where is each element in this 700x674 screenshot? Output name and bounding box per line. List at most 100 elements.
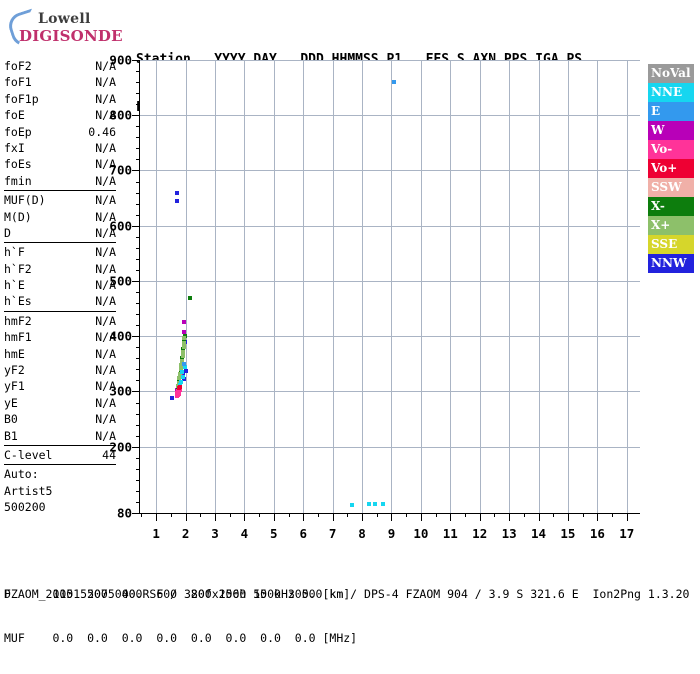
param-value: N/A bbox=[95, 412, 116, 427]
param-key: hmF1 bbox=[4, 330, 32, 345]
legend-item-nnw[interactable]: NNW bbox=[648, 254, 694, 273]
data-point-x bbox=[179, 362, 184, 367]
y-tick-minor bbox=[136, 236, 140, 238]
data-point-w bbox=[181, 320, 186, 325]
data-point-nne bbox=[373, 501, 378, 506]
data-point-vo bbox=[175, 393, 180, 398]
gridline-vertical bbox=[185, 60, 187, 513]
y-tick-minor bbox=[136, 126, 140, 128]
ionogram-plot[interactable]: 1 2 3 4 5 6 7 8 9 10 11 12 13 14 15 16 17 80 200 300 400 500 6… bbox=[109, 53, 640, 541]
param-key: foF1 bbox=[4, 75, 32, 90]
logo-digisonde-text: DIGISONDE bbox=[19, 27, 123, 45]
x-tick bbox=[509, 513, 511, 521]
x-tick-minor bbox=[582, 513, 584, 517]
x-tick-minor bbox=[317, 513, 319, 517]
x-tick-minor bbox=[376, 513, 378, 517]
legend-item-x[interactable]: X- bbox=[648, 197, 694, 216]
y-tick-label: 700 bbox=[109, 162, 132, 178]
gridline-horizontal bbox=[140, 170, 640, 172]
data-point-nnw bbox=[174, 190, 179, 195]
data-point-x bbox=[177, 376, 182, 381]
param-row-ye: yE N/A bbox=[4, 395, 116, 411]
y-tick bbox=[132, 446, 140, 448]
data-point-x bbox=[176, 380, 181, 385]
param-value: N/A bbox=[95, 209, 116, 224]
param-key: yF1 bbox=[4, 379, 25, 394]
muf-table: D 100 200 400 600 800 1000 1500 3000 [km… bbox=[4, 558, 357, 674]
x-tick-label: 13 bbox=[501, 526, 517, 541]
y-tick-minor bbox=[136, 501, 140, 503]
data-point-e bbox=[392, 80, 397, 85]
gridline-vertical bbox=[626, 60, 628, 513]
legend-item-vo[interactable]: Vo+ bbox=[648, 159, 694, 178]
param-value: N/A bbox=[95, 346, 116, 361]
param-value: N/A bbox=[95, 363, 116, 378]
y-tick-label: 300 bbox=[109, 383, 132, 399]
data-point-vo bbox=[177, 391, 182, 396]
y-tick-minor bbox=[136, 93, 140, 95]
param-key: C-level bbox=[4, 447, 53, 462]
legend-item-nne[interactable]: NNE bbox=[648, 83, 694, 102]
x-tick-minor bbox=[435, 513, 437, 517]
param-row-hes: h`Es N/A bbox=[4, 293, 116, 309]
data-point-nne bbox=[367, 501, 372, 506]
x-tick-label: 17 bbox=[619, 526, 635, 541]
y-tick-minor bbox=[136, 468, 140, 470]
param-key: yF2 bbox=[4, 363, 25, 378]
data-point-x bbox=[178, 371, 183, 376]
param-key: foEp bbox=[4, 124, 32, 139]
legend-item-w[interactable]: W bbox=[648, 121, 694, 140]
param-value: N/A bbox=[95, 225, 116, 240]
x-tick bbox=[391, 513, 393, 521]
param-key: foF2 bbox=[4, 59, 32, 73]
y-tick-minor bbox=[136, 402, 140, 404]
param-value: N/A bbox=[95, 245, 116, 260]
param-divider bbox=[4, 242, 116, 244]
param-key: foF1p bbox=[4, 91, 39, 106]
legend-item-vo[interactable]: Vo- bbox=[648, 140, 694, 159]
data-point-x bbox=[177, 373, 182, 378]
param-key: fxI bbox=[4, 140, 25, 155]
y-tick bbox=[132, 60, 140, 61]
data-point-nne bbox=[180, 375, 185, 380]
y-tick-label: 600 bbox=[109, 218, 132, 234]
param-row-foe: foE N/A bbox=[4, 107, 116, 123]
x-tick-label: 14 bbox=[530, 526, 547, 541]
legend-item-x[interactable]: X+ bbox=[648, 216, 694, 235]
legend-item-sse[interactable]: SSE bbox=[648, 235, 694, 254]
data-point-x bbox=[180, 349, 185, 354]
muf-distance-row: D 100 200 400 600 800 1000 1500 3000 [km… bbox=[4, 587, 351, 601]
legend-item-ssw[interactable]: SSW bbox=[648, 178, 694, 197]
data-point-nne bbox=[380, 501, 385, 506]
data-point-x bbox=[179, 365, 184, 370]
y-tick bbox=[132, 336, 140, 338]
param-row-hf2: h`F2 N/A bbox=[4, 261, 116, 277]
param-key: foE bbox=[4, 108, 25, 123]
gridline-vertical bbox=[450, 60, 452, 513]
param-key: h`E bbox=[4, 278, 25, 293]
data-point-x bbox=[182, 334, 187, 339]
x-tick-label: 2 bbox=[181, 526, 190, 541]
gridline-horizontal bbox=[140, 391, 640, 393]
param-row-fxi: fxI N/A bbox=[4, 140, 116, 156]
data-point-nne bbox=[179, 379, 184, 384]
y-tick-minor bbox=[136, 292, 140, 294]
legend-item-e[interactable]: E bbox=[648, 102, 694, 121]
x-tick-label: 5 bbox=[270, 526, 278, 541]
legend-item-noval[interactable]: NoVal bbox=[648, 64, 694, 83]
x-tick bbox=[303, 513, 305, 521]
x-tick-label: 1 bbox=[152, 526, 160, 541]
x-tick-minor bbox=[406, 513, 408, 517]
gridline-vertical bbox=[538, 60, 540, 513]
param-value: N/A bbox=[95, 395, 116, 410]
y-tick-minor bbox=[136, 413, 140, 415]
data-point-nne bbox=[182, 364, 187, 369]
x-tick-label: 15 bbox=[560, 526, 576, 541]
x-tick-label: 6 bbox=[299, 526, 307, 541]
data-point-x bbox=[180, 354, 185, 359]
x-tick bbox=[479, 513, 481, 521]
param-row-hme: hmE N/A bbox=[4, 346, 116, 362]
param-row-fof1p: foF1p N/A bbox=[4, 91, 116, 107]
data-point-x bbox=[178, 367, 183, 372]
y-tick-minor bbox=[136, 203, 140, 205]
